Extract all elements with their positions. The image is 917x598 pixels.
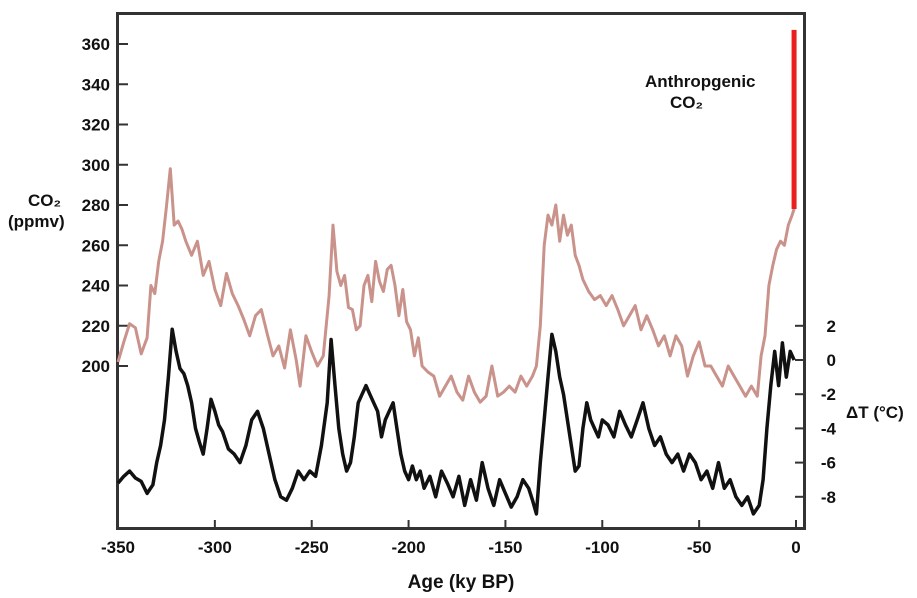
right-tick-label: -6 <box>821 454 836 473</box>
series-layer <box>116 167 796 516</box>
left-tick-label: 220 <box>82 317 110 336</box>
right-axis: 2 0 -2 -4 -6 -8 <box>795 317 837 507</box>
plot-frame <box>116 12 806 530</box>
right-tick-label: -4 <box>821 419 837 438</box>
left-tick-label: 280 <box>82 196 110 215</box>
x-tick-label: -100 <box>585 538 619 557</box>
right-tick-label: 0 <box>827 351 836 370</box>
co2-series-line <box>116 167 796 404</box>
right-axis-label: ΔT (°C) <box>846 403 904 422</box>
anthropogenic-co2-bar <box>791 29 797 210</box>
left-tick-label: 360 <box>82 35 110 54</box>
x-axis-label: Age (ky BP) <box>408 572 515 593</box>
left-axis: 200 220 240 260 280 300 320 340 360 <box>82 35 128 376</box>
right-tick-label: -8 <box>821 488 836 507</box>
x-axis: -350 -300 -250 -200 -150 -100 -50 0 <box>101 520 801 557</box>
temperature-series-line <box>116 327 796 516</box>
x-tick-label: 0 <box>791 538 800 557</box>
x-tick-label: -300 <box>198 538 232 557</box>
x-tick-label: -50 <box>687 538 712 557</box>
annotation-line1: Anthropgenic <box>645 72 756 91</box>
left-tick-label: 260 <box>82 236 110 255</box>
left-tick-label: 200 <box>82 357 110 376</box>
left-axis-label-line1: CO₂ <box>28 191 61 210</box>
right-tick-label: 2 <box>827 317 836 336</box>
left-axis-label-line2: (ppmv) <box>8 212 65 231</box>
x-tick-label: -150 <box>488 538 522 557</box>
left-tick-label: 300 <box>82 156 110 175</box>
annotation-line2: CO₂ <box>670 93 703 112</box>
x-tick-label: -350 <box>101 538 135 557</box>
x-tick-label: -200 <box>392 538 426 557</box>
x-tick-label: -250 <box>295 538 329 557</box>
right-tick-label: -2 <box>821 385 836 404</box>
left-tick-label: 340 <box>82 75 110 94</box>
left-tick-label: 320 <box>82 116 110 135</box>
left-tick-label: 240 <box>82 277 110 296</box>
